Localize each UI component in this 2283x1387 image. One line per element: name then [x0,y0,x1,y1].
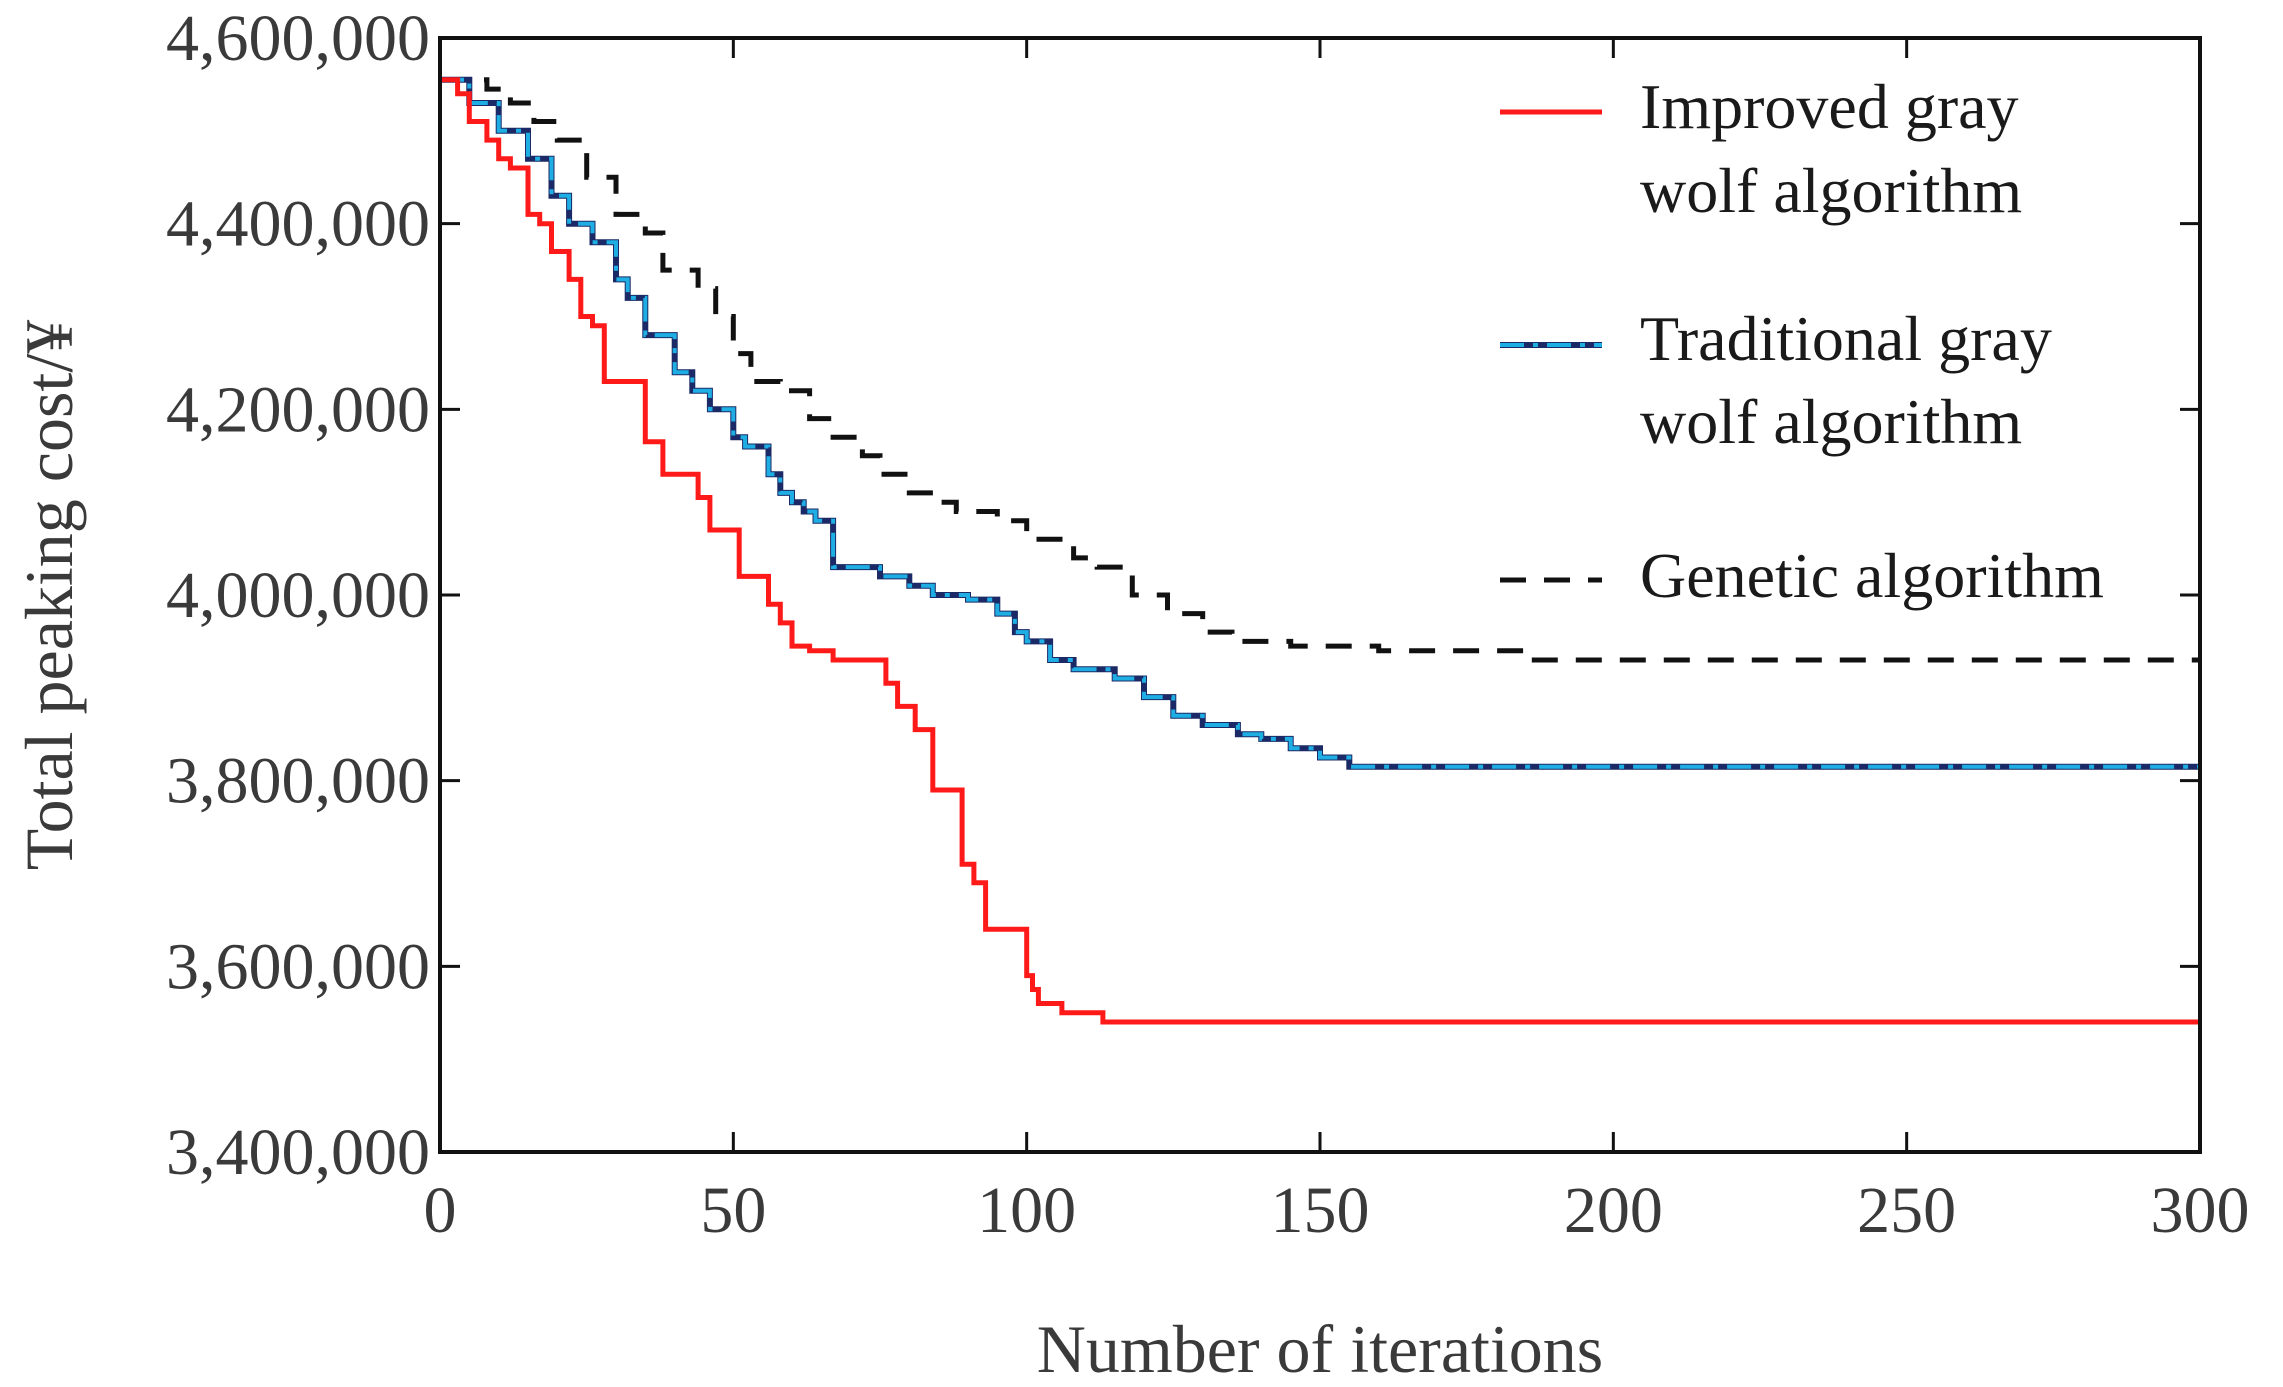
x-tick-label: 0 [424,1174,457,1247]
series-layer [440,76,2200,1025]
legend-label: Genetic algorithm [1640,540,2104,611]
x-tick-label: 100 [977,1174,1076,1247]
x-tick-label: 50 [700,1174,766,1247]
y-tick-label: 3,800,000 [166,745,430,818]
y-tick-label: 4,400,000 [166,188,430,261]
legend-label: wolf algorithm [1640,386,2022,457]
series-line-improved-gray-wolf-algorithm [440,77,2200,1025]
y-tick-label: 3,400,000 [166,1116,430,1189]
y-axis-title: Total peaking cost/¥ [11,320,87,870]
series-line-traditional-gray-wolf-algorithm [440,77,2200,769]
x-tick-label: 150 [1271,1174,1370,1247]
x-axis-title: Number of iterations [1037,1311,1604,1387]
legend-label: Traditional gray [1640,303,2052,374]
x-tick-label: 200 [1564,1174,1663,1247]
x-tick-label: 300 [2151,1174,2250,1247]
y-tick-label: 4,200,000 [166,373,430,446]
y-tick-label: 4,000,000 [166,559,430,632]
tick-layer: 0 50 100 150 200 250 300 3,400,000 3,600,000 3,80… [166,2,2250,1247]
legend-label: wolf algorithm [1640,155,2022,226]
x-tick-label: 250 [1857,1174,1956,1247]
y-tick-label: 3,600,000 [166,930,430,1003]
series-line-genetic-algorithm [440,77,2200,663]
legend: Improved gray wolf algorithm Traditional g… [1500,71,2104,611]
legend-label: Improved gray [1640,71,2019,142]
y-tick-label: 4,600,000 [166,2,430,75]
